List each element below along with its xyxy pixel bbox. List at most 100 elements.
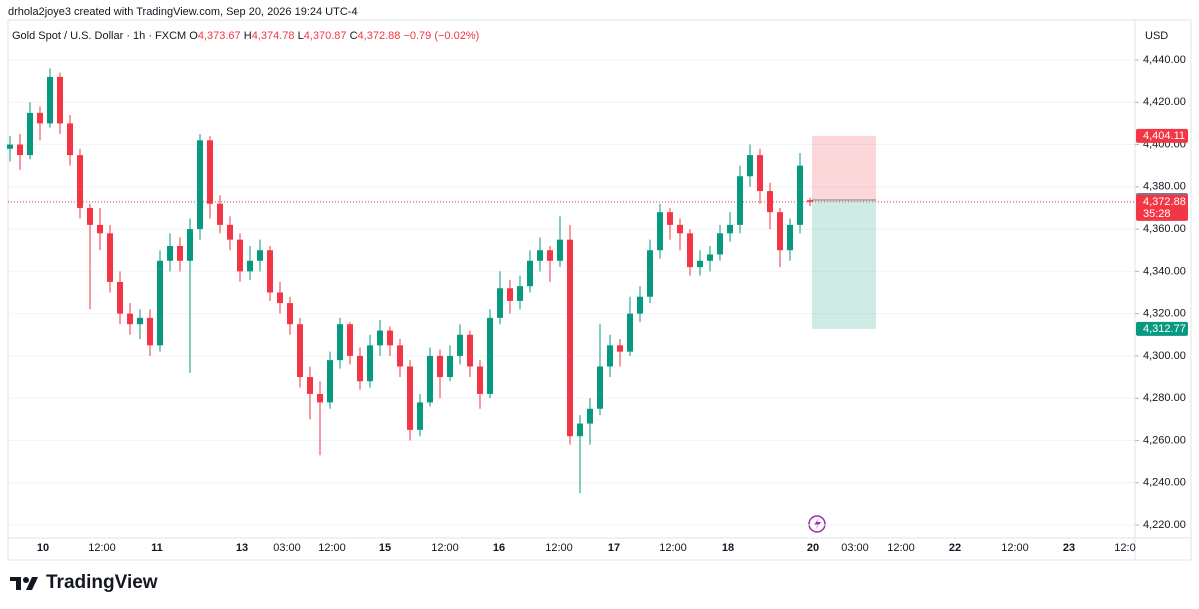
candle-body [47, 76, 53, 124]
x-tick-label: 12:00 [88, 542, 116, 554]
candle-body [647, 250, 653, 297]
candle-body [117, 281, 123, 314]
candle-body [447, 355, 453, 378]
last-price-label-bg [1136, 194, 1188, 221]
x-tick-label: 12:0 [1114, 542, 1135, 554]
candle-body [377, 330, 383, 346]
logo-text: TradingView [46, 572, 158, 593]
candle-body [677, 224, 683, 234]
candle-body [297, 324, 303, 378]
ohlc-key: O [189, 30, 198, 42]
x-tick-label: 10 [37, 542, 49, 554]
candle-body [407, 366, 413, 430]
x-tick-label: 13 [236, 542, 248, 554]
change: −0.79 (−0.02%) [403, 30, 480, 42]
candle-body [747, 155, 753, 177]
candle-body [757, 155, 763, 192]
candle-body [67, 123, 73, 156]
x-tick-label: 12:00 [545, 542, 573, 554]
y-tick-label: 4,300.00 [1143, 350, 1186, 362]
candle-body [807, 200, 813, 202]
ohlc-value: 4,372.88 [357, 30, 401, 42]
currency: USD [1145, 30, 1168, 42]
stop-label-bg [1136, 128, 1188, 143]
candle-body [607, 345, 613, 367]
candle-body [427, 355, 433, 403]
candle-body [337, 324, 343, 361]
candle-body [257, 250, 263, 261]
x-tick-label: 18 [722, 542, 734, 554]
y-tick-label: 4,320.00 [1143, 308, 1186, 320]
candle-body [77, 155, 83, 208]
logo: TradingView [10, 572, 158, 594]
candle-body [177, 246, 183, 261]
candle-body [697, 260, 703, 268]
stop-label: 4,404.11 [1143, 130, 1185, 142]
candle-body [167, 246, 173, 261]
candle-body [107, 233, 113, 282]
candle-body [327, 360, 333, 403]
candle-body [317, 393, 323, 403]
event-icon[interactable] [808, 515, 826, 533]
candle-body [687, 233, 693, 268]
y-tick-label: 4,380.00 [1143, 181, 1186, 193]
candle-body [27, 112, 33, 156]
candle-body [187, 229, 193, 261]
candle-body [57, 76, 63, 124]
x-tick-label: 12:00 [1001, 542, 1029, 554]
x-tick-label: 12:00 [431, 542, 459, 554]
candle-body [727, 224, 733, 234]
x-tick-label: 22 [949, 542, 961, 554]
candle-body [287, 303, 293, 325]
candle-body [637, 296, 643, 314]
candle-body [7, 144, 13, 149]
target-zone [812, 200, 876, 329]
candle-body [557, 239, 563, 261]
y-tick-label: 4,240.00 [1143, 477, 1186, 489]
candle-body [347, 324, 353, 356]
ohlc-key: L [297, 30, 304, 42]
candle-body [277, 292, 283, 304]
candle-body [217, 203, 223, 225]
target-label-bg [1136, 321, 1188, 336]
target-label: 4,312.77 [1143, 323, 1186, 335]
frame [7, 19, 1192, 561]
candle-body [467, 334, 473, 367]
candle-body [307, 377, 313, 394]
candle-body [237, 239, 243, 272]
y-tick-label: 4,440.00 [1143, 54, 1186, 66]
candle-body [527, 260, 533, 287]
y-tick-label: 4,360.00 [1143, 223, 1186, 235]
candle-body [567, 239, 573, 437]
y-tick-label: 4,260.00 [1143, 434, 1186, 446]
candle-body [617, 345, 623, 352]
candle-body [207, 140, 213, 204]
candle-body [437, 355, 443, 378]
candle-body [767, 191, 773, 213]
candle-body [247, 260, 253, 272]
candle-body [397, 345, 403, 367]
candle-body [37, 112, 43, 124]
candle-body [737, 176, 743, 225]
candle-body [457, 334, 463, 356]
y-tick-label: 4,220.00 [1143, 519, 1186, 531]
x-tick-label: 15 [379, 542, 391, 554]
candle-body [87, 207, 93, 225]
candle-body [157, 260, 163, 346]
candle-body [387, 330, 393, 346]
candle-body [627, 313, 633, 352]
candle-body [477, 366, 483, 394]
countdown: 35:28 [1143, 208, 1171, 220]
candle-body [777, 212, 783, 251]
candle-body [797, 165, 803, 225]
y-tick-label: 4,340.00 [1143, 265, 1186, 277]
candle-body [597, 366, 603, 409]
ohlc-value: 4,370.87 [303, 30, 347, 42]
ohlc-value: 4,373.67 [197, 30, 241, 42]
candle-body [717, 233, 723, 255]
ohlc-value: 4,374.78 [251, 30, 295, 42]
candle-body [497, 288, 503, 318]
candle-body [97, 224, 103, 234]
